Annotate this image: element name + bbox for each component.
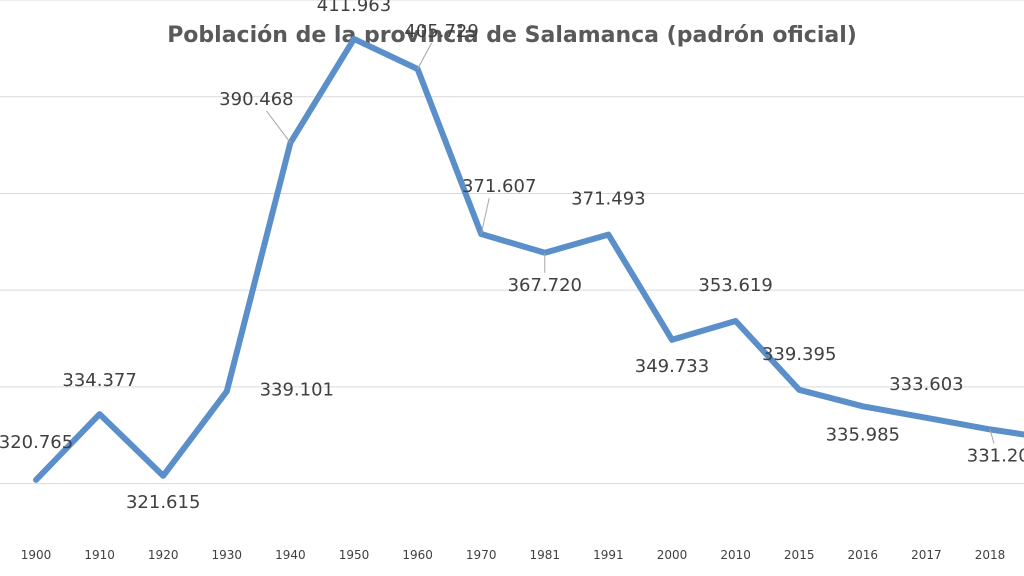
x-tick-label: 1910 <box>84 548 115 562</box>
x-tick-label: 1900 <box>21 548 52 562</box>
label-leader-line <box>480 197 490 235</box>
x-tick-label: 2017 <box>911 548 942 562</box>
x-tick-label: 1981 <box>530 548 561 562</box>
data-label: 321.615 <box>126 492 200 513</box>
data-label: 411.963 <box>317 0 391 16</box>
x-tick-label: 1950 <box>339 548 370 562</box>
label-leader-line <box>417 42 433 70</box>
data-label: 405.729 <box>404 21 478 42</box>
x-tick-label: 1930 <box>212 548 243 562</box>
x-tick-label: 2015 <box>784 548 815 562</box>
data-label: 371.607 <box>462 176 536 197</box>
chart-title: Población de la provincia de Salamanca (… <box>167 23 857 48</box>
x-tick-label: 1960 <box>402 548 433 562</box>
series-layer <box>33 35 1024 483</box>
data-label: 349.733 <box>635 356 709 377</box>
x-tick-label: 1920 <box>148 548 179 562</box>
label-leader-line <box>265 110 291 144</box>
data-label: 335.985 <box>826 424 900 445</box>
data-label: 333.603 <box>889 374 963 395</box>
x-tick-label: 1970 <box>466 548 497 562</box>
data-label: 339.101 <box>260 379 334 400</box>
x-tick-label: 1991 <box>593 548 624 562</box>
data-labels: 320.765 334.377 321.615 339.101 390.468 411.9… <box>0 0 1024 513</box>
data-label: 371.493 <box>571 189 645 210</box>
series-line <box>33 35 1024 483</box>
x-tick-label: 2016 <box>848 548 879 562</box>
data-label: 339.395 <box>762 344 836 365</box>
x-tick-label: 2018 <box>975 548 1006 562</box>
label-leader-line <box>989 429 995 444</box>
x-tick-label: 2000 <box>657 548 688 562</box>
data-label: 353.619 <box>698 275 772 296</box>
x-tick-label: 1940 <box>275 548 306 562</box>
x-axis-ticks: 1900 1910 1920 1930 1940 1950 1960 1970 1981 1991… <box>21 548 1006 562</box>
data-label: 334.377 <box>62 370 136 391</box>
data-label: 320.765 <box>0 432 73 453</box>
data-label: 367.720 <box>508 275 582 296</box>
data-label: 331.208 <box>967 445 1024 466</box>
gridlines <box>0 0 1024 485</box>
x-tick-label: 2010 <box>720 548 751 562</box>
data-label: 390.468 <box>219 89 293 110</box>
